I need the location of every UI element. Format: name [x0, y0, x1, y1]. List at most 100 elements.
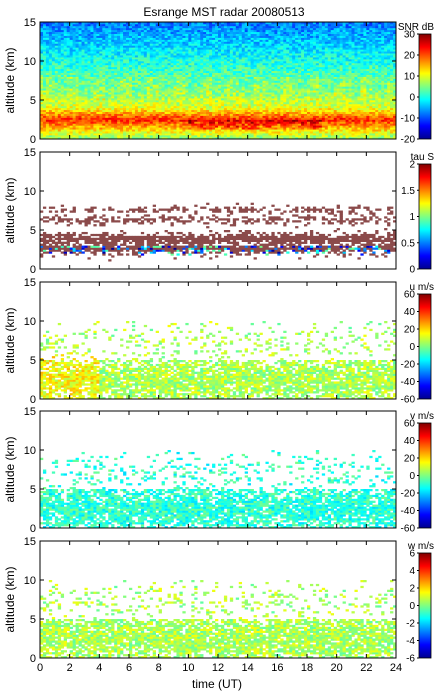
heatmap-cell [45, 133, 50, 136]
heatmap-cell [354, 125, 358, 128]
heatmap-cell [369, 113, 373, 116]
heatmap-cell [215, 72, 219, 75]
heatmap-cell [146, 107, 151, 111]
heatmap-cell [327, 135, 332, 138]
heatmap-cell [57, 68, 62, 72]
heatmap-cell [393, 66, 397, 70]
heatmap-cell [200, 113, 204, 116]
heatmap-cell [42, 119, 47, 122]
heatmap-cell [280, 135, 284, 138]
heatmap-cell [354, 74, 358, 77]
heatmap-cell [274, 107, 278, 111]
heatmap-cell [51, 74, 56, 77]
heatmap-cell [212, 111, 216, 114]
heatmap-cell [57, 115, 62, 118]
heatmap-cell [176, 57, 180, 60]
heatmap-cell [143, 100, 148, 103]
heatmap-cell [387, 100, 391, 103]
heatmap-cell [244, 113, 248, 116]
heatmap-cell [244, 76, 248, 79]
heatmap-cell [286, 137, 290, 140]
heatmap-cell [84, 98, 88, 101]
heatmap-cell [220, 70, 225, 73]
heatmap-cell [176, 66, 180, 70]
heatmap-cell [200, 57, 204, 60]
heatmap-cell [188, 100, 192, 103]
heatmap-cell [146, 100, 151, 103]
heatmap-cell [307, 61, 311, 64]
heatmap-cell [75, 137, 79, 140]
heatmap-cell [158, 113, 162, 116]
heatmap-cell [232, 137, 237, 140]
heatmap-cell [348, 84, 352, 87]
heatmap-cell [123, 62, 127, 66]
heatmap-cell [262, 103, 266, 107]
heatmap-cell [45, 121, 50, 124]
heatmap-cell [155, 103, 159, 107]
heatmap-cell [191, 66, 195, 70]
heatmap-cell [45, 100, 50, 103]
heatmap-cell [131, 96, 136, 99]
heatmap-cell [137, 98, 142, 101]
heatmap-cell [339, 109, 343, 112]
heatmap-cell [102, 137, 106, 140]
heatmap-cell [143, 115, 148, 118]
heatmap-cell [369, 66, 373, 70]
heatmap-cell [345, 135, 349, 138]
heatmap-cell [229, 96, 234, 99]
heatmap-cell [158, 84, 162, 87]
heatmap-cell [42, 111, 47, 114]
heatmap-cell [274, 94, 278, 97]
heatmap-cell [321, 137, 326, 140]
heatmap-cell [271, 86, 275, 89]
heatmap-cell [84, 121, 88, 124]
heatmap-cell [203, 101, 207, 105]
heatmap-cell [40, 88, 44, 91]
heatmap-cell [137, 115, 142, 118]
heatmap-cell [304, 70, 308, 73]
heatmap-cell [318, 92, 323, 95]
heatmap-cell [378, 117, 382, 120]
heatmap-cell [289, 117, 293, 120]
heatmap-cell [283, 88, 287, 91]
heatmap-cell [206, 103, 210, 107]
heatmap-cell [40, 61, 44, 64]
heatmap-cell [265, 96, 269, 99]
heatmap-cell [114, 105, 118, 109]
heatmap-cell [123, 76, 127, 79]
heatmap-cell [390, 72, 394, 75]
heatmap-cell [351, 98, 355, 101]
heatmap-cell [298, 107, 302, 111]
heatmap-cell [90, 84, 94, 87]
heatmap-cell [182, 94, 186, 97]
heatmap-cell [309, 115, 314, 118]
heatmap-cell [345, 88, 349, 91]
heatmap-cell [54, 137, 59, 140]
heatmap-cell [93, 137, 97, 140]
heatmap-cell [60, 74, 65, 77]
heatmap-cell [120, 111, 124, 114]
heatmap-cell [330, 90, 334, 93]
heatmap-cell [176, 76, 180, 79]
heatmap-cell [381, 127, 385, 130]
heatmap-cell [372, 96, 376, 99]
heatmap-cell [87, 92, 91, 95]
heatmap-cell [200, 76, 204, 79]
heatmap-cell [280, 92, 284, 95]
heatmap-cell [218, 137, 222, 140]
heatmap-cell [360, 119, 364, 122]
heatmap-cell [215, 66, 219, 70]
heatmap-cell [120, 68, 124, 72]
heatmap-cell [126, 72, 130, 75]
heatmap-cell [215, 127, 219, 130]
heatmap-cell [84, 137, 88, 140]
heatmap-cell [114, 78, 118, 81]
heatmap-cell [301, 61, 305, 64]
heatmap-cell [390, 96, 394, 99]
heatmap-cell [339, 101, 343, 105]
heatmap-cell [274, 66, 278, 70]
heatmap-cell [339, 96, 343, 99]
heatmap-cell [146, 62, 151, 66]
heatmap-cell [149, 117, 154, 120]
heatmap-cell [345, 121, 349, 124]
